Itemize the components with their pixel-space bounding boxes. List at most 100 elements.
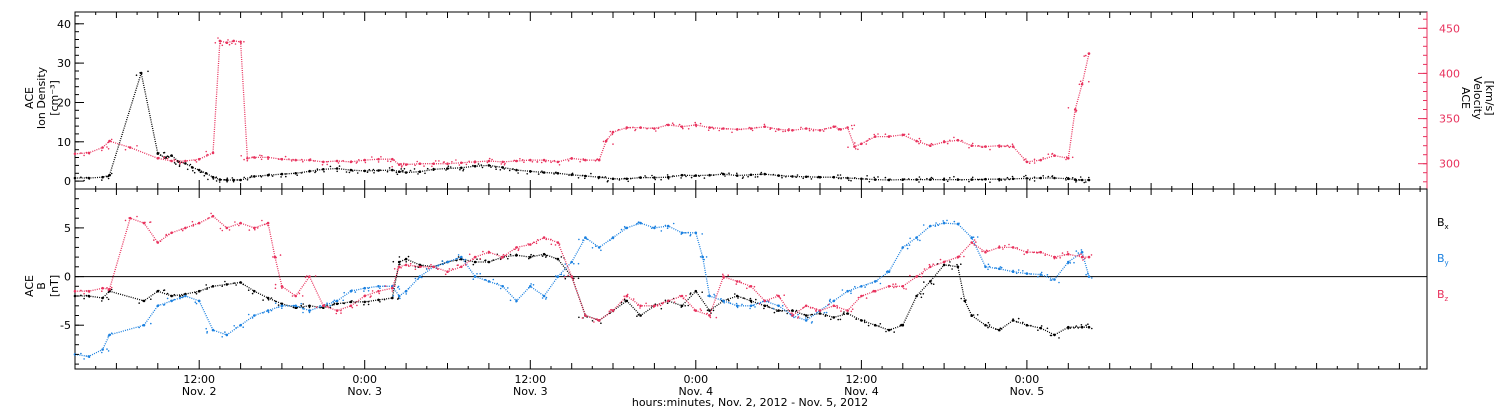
series-bz-point	[959, 255, 961, 258]
series-bz-point	[596, 319, 599, 322]
velocity-point	[232, 40, 235, 42]
series-bz-point	[1002, 248, 1004, 250]
velocity-point	[824, 128, 826, 130]
series-by-point	[1037, 275, 1039, 278]
density-point	[623, 177, 626, 180]
series-bz-point	[722, 273, 724, 276]
velocity-point	[977, 145, 980, 147]
series-bz-point	[797, 316, 800, 318]
series-by-point	[1022, 270, 1024, 272]
series-bz-point	[153, 239, 155, 241]
series-bz-point	[722, 275, 725, 278]
series-by-point	[473, 275, 477, 278]
series-bz-point	[735, 280, 739, 283]
series-by-point	[221, 336, 223, 338]
series-by-point	[496, 282, 499, 285]
density-point	[368, 168, 371, 171]
series-by-point	[825, 311, 828, 314]
series-bz-point	[939, 258, 942, 261]
series-bz-point	[860, 294, 863, 298]
velocity-point	[579, 160, 581, 163]
density-point	[708, 173, 711, 176]
series-bz-point	[356, 304, 358, 307]
series-bz-point	[723, 277, 725, 280]
velocity-point	[107, 148, 110, 150]
velocity-point	[1004, 145, 1006, 148]
series-bx-point	[266, 296, 270, 300]
velocity-point	[460, 161, 463, 165]
density-point	[215, 180, 218, 182]
series-bx-point	[399, 263, 401, 266]
series-bx-point	[530, 253, 532, 256]
density-point	[503, 168, 506, 170]
velocity-point	[907, 133, 910, 135]
series-bx-point	[1080, 324, 1083, 326]
series-bz-point	[909, 274, 911, 277]
series-bx-point	[195, 293, 198, 295]
density-point	[508, 169, 511, 172]
series-bx-point	[960, 297, 962, 300]
density-point	[760, 171, 763, 174]
density-point	[268, 173, 270, 175]
series-bx-point	[253, 290, 255, 293]
series-by-point	[660, 230, 663, 232]
density-point	[526, 173, 528, 175]
series-bx-point	[890, 328, 892, 331]
series-bz-point	[323, 303, 326, 306]
series-by-point	[958, 222, 960, 225]
velocity-point	[451, 161, 453, 163]
series-bx-point	[811, 313, 813, 316]
density-point	[854, 177, 856, 179]
velocity-point	[194, 159, 197, 162]
velocity-point	[777, 128, 780, 131]
series-bz-point	[279, 254, 282, 256]
velocity-point	[240, 42, 242, 45]
series-bx-point	[460, 257, 463, 261]
velocity-point	[294, 158, 298, 162]
series-by-point	[554, 275, 557, 277]
series-bz-point	[1053, 255, 1056, 259]
series-bz-point	[998, 246, 1001, 249]
series-by-point	[239, 323, 242, 327]
series-by-point	[487, 280, 491, 283]
series-bx-point	[332, 303, 334, 306]
velocity-point	[558, 164, 561, 166]
series-bz-point	[758, 303, 761, 305]
density-point	[903, 178, 906, 180]
density-point	[638, 176, 640, 179]
velocity-point	[851, 128, 854, 130]
series-by-point	[625, 226, 629, 230]
velocity-point	[458, 164, 461, 166]
series-bz-point	[1023, 253, 1025, 256]
density-point	[680, 177, 682, 179]
series-bz-point	[396, 268, 399, 271]
series-bz-point	[777, 294, 780, 298]
velocity-point	[158, 156, 160, 159]
series-bx-point	[998, 328, 1001, 332]
density-point	[980, 178, 983, 181]
density-point	[379, 169, 381, 171]
series-bx-point	[1053, 333, 1056, 337]
velocity-point	[774, 130, 777, 133]
series-bx-trace	[75, 253, 1089, 336]
velocity-point	[980, 146, 983, 148]
density-point	[873, 176, 875, 179]
velocity-point	[397, 163, 401, 166]
velocity-point	[302, 160, 304, 163]
series-bz-point	[1016, 247, 1018, 249]
density-point	[239, 178, 242, 182]
velocity-point	[217, 37, 219, 39]
velocity-point	[246, 157, 249, 160]
velocity-point	[726, 128, 728, 130]
series-by-point	[242, 326, 244, 329]
series-bz-point	[973, 239, 976, 241]
series-bz-point	[872, 290, 874, 293]
velocity-axis-tick-label: 400	[1439, 67, 1460, 80]
density-point	[759, 173, 762, 175]
density-point	[850, 179, 852, 182]
x-tick-label-time: 12:00	[846, 373, 878, 386]
series-bx-point	[487, 260, 491, 264]
velocity-point	[438, 160, 440, 162]
series-bx-point	[777, 309, 780, 312]
series-bx-point	[920, 296, 923, 299]
